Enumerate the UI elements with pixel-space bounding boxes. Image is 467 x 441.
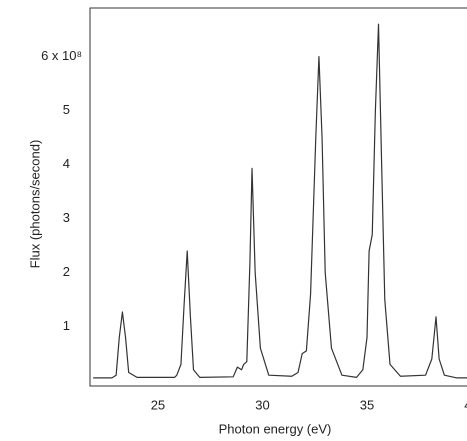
x-axis-label: Photon energy (eV) bbox=[219, 421, 332, 436]
x-tick-label: 25 bbox=[151, 397, 165, 412]
x-tick-label: 30 bbox=[255, 397, 269, 412]
y-tick-label: 4 bbox=[63, 156, 70, 171]
y-tick-label: 6 x 10⁸ bbox=[41, 48, 82, 63]
y-tick-label: 1 bbox=[63, 318, 70, 333]
x-tick-label: 35 bbox=[360, 397, 374, 412]
data-line bbox=[93, 23, 467, 379]
y-tick-label: 3 bbox=[63, 210, 70, 225]
y-axis-label: Flux (photons/second) bbox=[27, 140, 42, 269]
x-tick-label: 40 bbox=[464, 397, 467, 412]
y-tick-label: 2 bbox=[63, 264, 70, 279]
y-tick-label: 5 bbox=[63, 102, 70, 117]
plot-frame bbox=[89, 7, 467, 387]
